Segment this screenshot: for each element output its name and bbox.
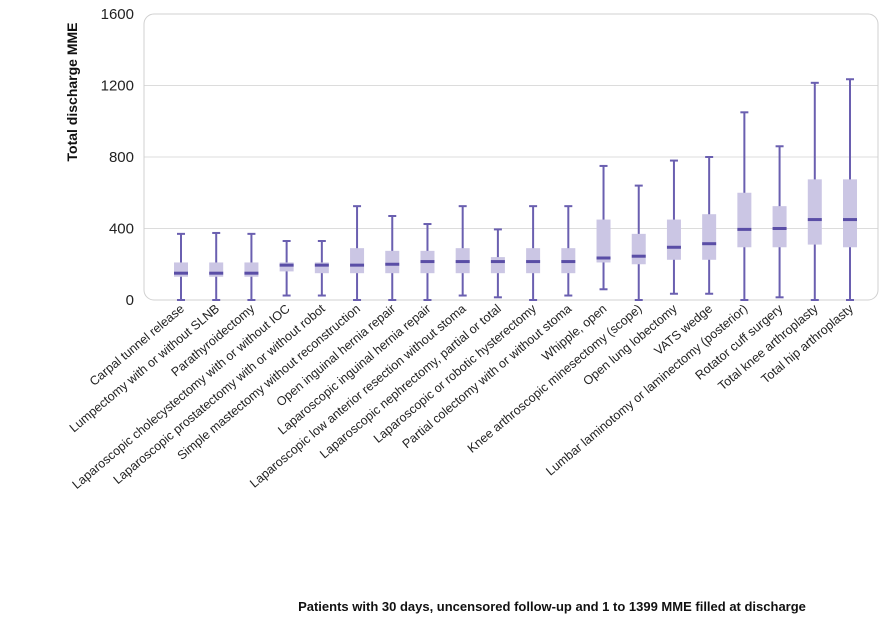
box-item xyxy=(526,205,541,301)
x-axis-label: Patients with 30 days, uncensored follow… xyxy=(298,599,806,614)
iqr-box xyxy=(631,233,646,265)
box-item xyxy=(174,232,188,301)
plot-area-border xyxy=(143,13,879,301)
iqr-box xyxy=(807,179,822,245)
box-item xyxy=(490,228,505,299)
y-tick-label: 400 xyxy=(109,221,134,238)
iqr-box xyxy=(772,206,787,248)
iqr-box xyxy=(737,192,752,248)
box-item xyxy=(631,184,646,301)
iqr-box xyxy=(314,262,329,274)
box-item xyxy=(420,223,435,301)
box-item xyxy=(843,78,857,301)
y-tick-label: 0 xyxy=(126,292,134,309)
box-item xyxy=(455,205,470,297)
y-tick-label: 1600 xyxy=(101,6,134,23)
box-item xyxy=(314,240,329,297)
y-axis-ticks: 0 400 800 1200 1600 xyxy=(101,6,134,309)
box-item xyxy=(666,159,681,295)
iqr-box xyxy=(350,248,365,274)
boxes xyxy=(174,78,857,301)
box-item xyxy=(385,214,400,301)
box-item xyxy=(807,81,822,301)
iqr-box xyxy=(596,219,611,263)
box-item xyxy=(350,205,365,301)
box-item xyxy=(209,231,224,301)
iqr-box xyxy=(843,179,857,248)
iqr-box xyxy=(385,250,400,274)
box-item xyxy=(279,240,294,297)
box-item xyxy=(596,164,611,291)
y-tick-label: 1200 xyxy=(101,78,134,95)
y-axis-label: Total discharge MME xyxy=(64,23,80,162)
gridlines xyxy=(144,85,878,229)
iqr-box xyxy=(279,262,294,272)
box-item xyxy=(772,145,787,299)
y-tick-label: 800 xyxy=(109,149,134,166)
box-item xyxy=(702,156,717,295)
box-item xyxy=(737,111,752,301)
iqr-box xyxy=(666,219,681,260)
box-item xyxy=(561,205,576,297)
iqr-box xyxy=(702,214,717,260)
plot-frame xyxy=(143,13,879,301)
iqr-box xyxy=(490,257,505,274)
box-item xyxy=(244,232,259,301)
